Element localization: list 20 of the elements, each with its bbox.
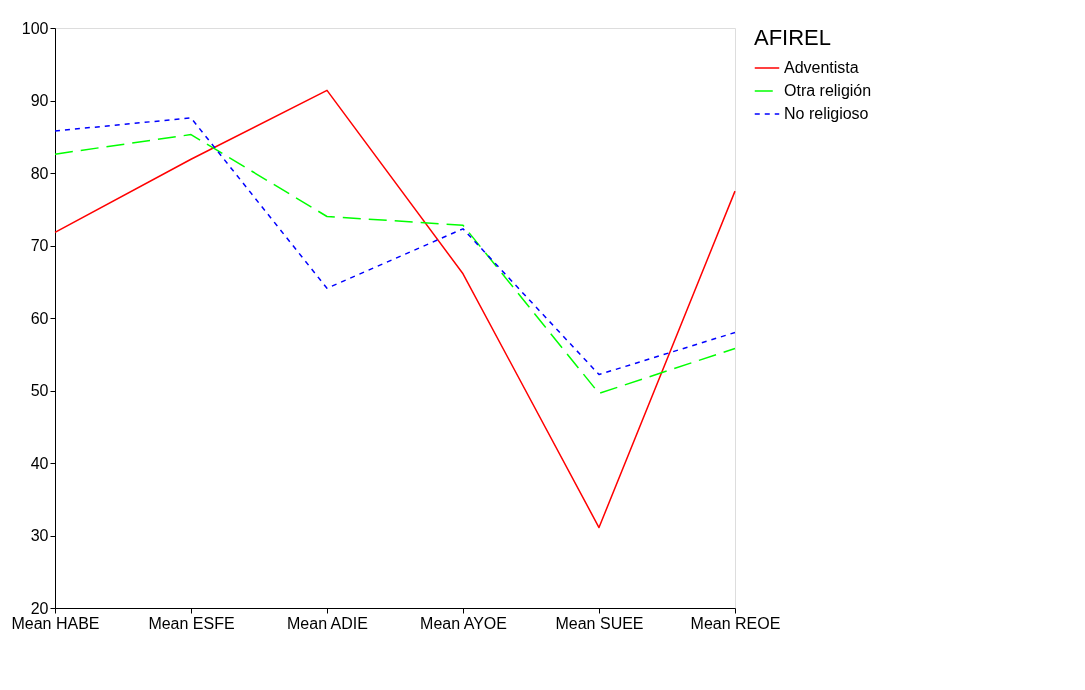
y-tick-label: 80 — [30, 164, 49, 182]
x-tick-label: Mean ESFE — [148, 614, 235, 632]
x-tick-label: Mean SUEE — [555, 614, 644, 632]
x-tick-label: Mean ADIE — [287, 614, 368, 632]
legend-label: Adventista — [784, 59, 859, 76]
y-tick-label: 60 — [30, 309, 49, 327]
y-tick-label: 20 — [30, 599, 49, 617]
line-series — [54, 89, 736, 529]
legend-label: No religioso — [784, 105, 869, 122]
y-tick-label: 100 — [21, 19, 49, 37]
legend-title: AFIREL — [754, 25, 832, 50]
x-tick-label: Mean AYOE — [420, 614, 507, 632]
legend-label: Otra religión — [784, 82, 872, 99]
x-tick-label: Mean HABE — [11, 614, 100, 632]
y-tick-label: 30 — [30, 527, 49, 544]
y-tick-label: 40 — [30, 454, 49, 472]
y-tick-label: 50 — [30, 382, 49, 399]
y-tick-label: 70 — [30, 237, 49, 254]
x-tick-label: Mean REOE — [690, 614, 781, 632]
y-tick-label: 90 — [30, 92, 49, 109]
